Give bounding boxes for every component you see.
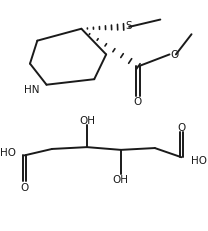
Text: HN: HN (24, 85, 39, 95)
Text: O: O (20, 182, 29, 192)
Text: O: O (133, 97, 141, 107)
Text: O: O (177, 122, 186, 132)
Text: HO: HO (191, 155, 207, 165)
Text: HO: HO (0, 147, 16, 157)
Text: S: S (125, 21, 131, 31)
Text: OH: OH (79, 115, 95, 125)
Text: OH: OH (113, 174, 129, 184)
Text: O: O (171, 49, 179, 59)
